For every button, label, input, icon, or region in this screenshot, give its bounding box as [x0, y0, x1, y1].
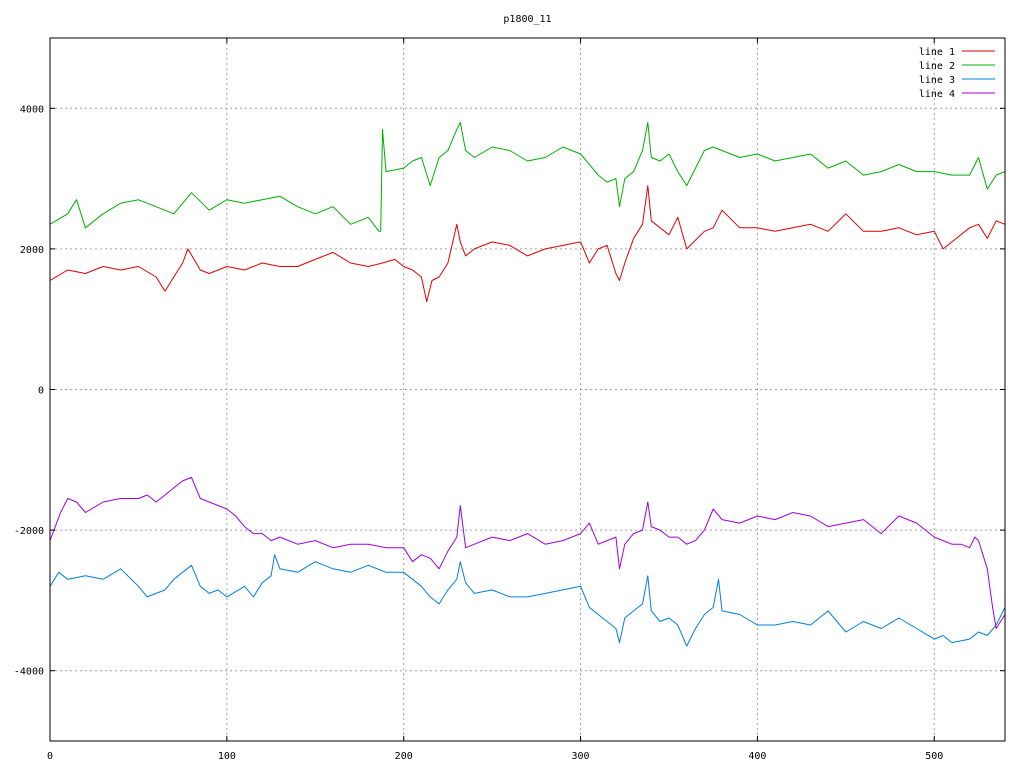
y-tick-label: 2000	[20, 245, 44, 256]
grid-lines	[50, 38, 1005, 741]
y-tick-label: 4000	[20, 104, 44, 115]
x-tick-label: 200	[395, 751, 413, 762]
x-tick-label: 100	[218, 751, 236, 762]
y-tick-label: -4000	[14, 667, 44, 678]
chart-title: p1800_11	[503, 14, 551, 25]
legend-label: line 1	[919, 47, 955, 58]
tick-labels: 0 100 200 300 400 500 -4000 -2000 0 2000 4000	[14, 104, 943, 762]
y-tick-label: -2000	[14, 526, 44, 537]
legend-label: line 3	[919, 75, 955, 86]
y-tick-label: 0	[38, 386, 44, 397]
series-line-4	[49, 476, 1006, 629]
series-line-2	[49, 121, 1006, 232]
legend-label: line 4	[919, 89, 955, 100]
x-tick-label: 0	[47, 751, 53, 762]
legend-label: line 2	[919, 61, 955, 72]
tick-marks	[49, 38, 1005, 741]
series-lines	[49, 121, 1006, 647]
x-tick-label: 300	[572, 751, 590, 762]
series-line-1	[49, 185, 1006, 303]
legend: line 1 line 2 line 3 line 4	[919, 47, 995, 100]
x-tick-label: 500	[925, 751, 943, 762]
x-tick-label: 400	[748, 751, 766, 762]
series-line-3	[49, 554, 1006, 647]
